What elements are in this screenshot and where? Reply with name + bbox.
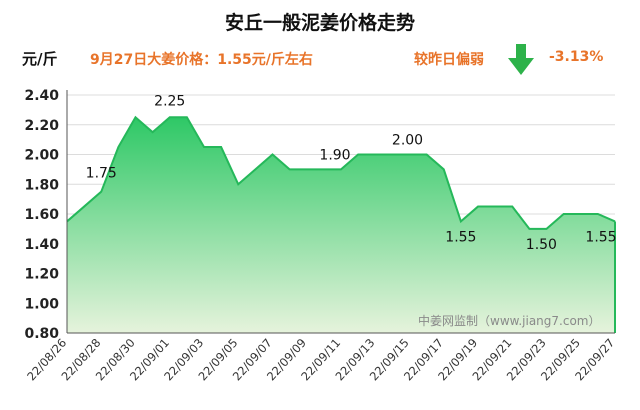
y-tick-label: 1.00: [24, 296, 59, 312]
data-label: 1.55: [445, 229, 476, 245]
down-arrow-icon: [508, 44, 534, 75]
y-tick-label: 0.80: [24, 326, 59, 342]
y-tick-labels: 0.80 1.00 1.20 1.40 1.60 1.80 2.00 2.20 2.40: [24, 88, 59, 342]
y-tick-label: 2.40: [24, 88, 59, 104]
y-tick-label: 1.60: [24, 207, 59, 223]
area-fill: [67, 117, 615, 333]
unit-label: 元/斤: [22, 50, 58, 68]
price-summary: 9月27日大姜价格：1.55元/斤左右: [90, 52, 313, 68]
x-tick-labels: 22/08/2622/08/2822/08/3022/09/0122/09/03…: [24, 336, 617, 384]
data-label: 1.90: [319, 147, 350, 163]
data-label: 1.50: [526, 237, 557, 253]
change-label: 较昨日偏弱: [414, 52, 484, 68]
data-label: 1.75: [86, 166, 117, 182]
series-line: [66, 115, 616, 230]
axes: [66, 90, 615, 334]
chart-title: 安丘一般泥姜价格走势: [224, 12, 415, 34]
data-label: 2.25: [154, 93, 185, 109]
data-label: 2.00: [392, 133, 423, 149]
y-tick-label: 2.00: [24, 148, 59, 164]
y-tick-label: 1.80: [24, 177, 59, 193]
y-tick-label: 2.20: [24, 118, 59, 134]
y-tick-label: 1.40: [24, 237, 59, 253]
data-labels: 1.75 2.25 1.90 2.00 1.55 1.50 1.55: [86, 93, 617, 253]
area-series: [66, 115, 616, 333]
y-tick-label: 1.20: [24, 267, 59, 283]
data-label: 1.55: [585, 229, 616, 245]
change-value: -3.13%: [549, 49, 604, 65]
info-row: 元/斤 9月27日大姜价格：1.55元/斤左右 较昨日偏弱 -3.13%: [0, 48, 640, 70]
watermark: 中姜网监制（www.jiang7.com）: [418, 313, 600, 328]
